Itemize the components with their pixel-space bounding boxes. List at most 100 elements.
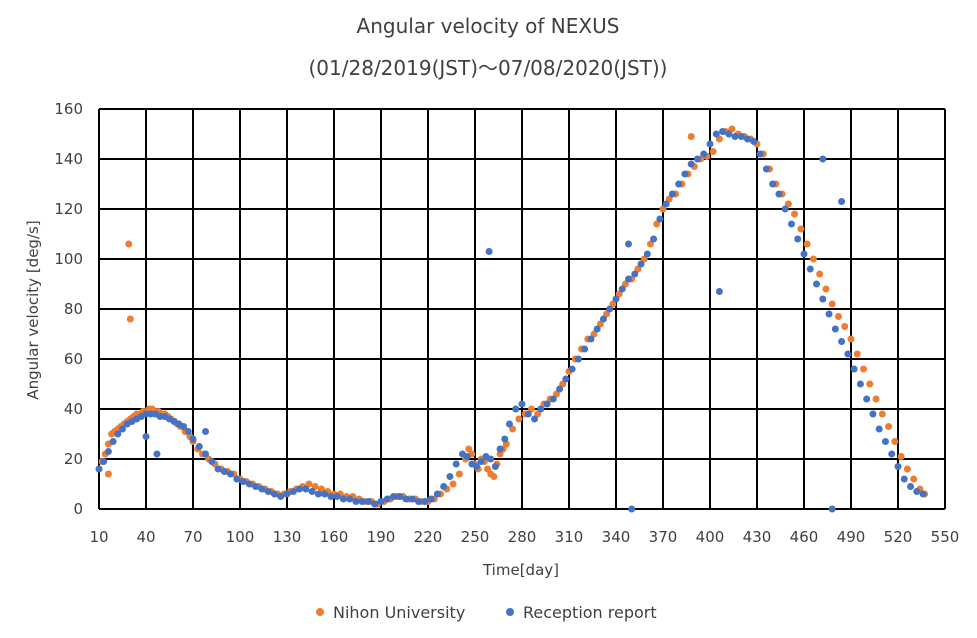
- reception-report-point: [296, 485, 304, 493]
- reception-report-point: [581, 345, 589, 353]
- y-tick-label: 60: [64, 350, 83, 368]
- reception-report-point: [794, 235, 802, 243]
- nihon-university-point: [784, 200, 792, 208]
- x-tick-label: 100: [226, 528, 255, 546]
- reception-report-point: [628, 505, 636, 513]
- legend-label-reception: Reception report: [523, 603, 657, 622]
- x-axis-label: Time[day]: [482, 561, 559, 579]
- nihon-university-point: [496, 450, 504, 458]
- reception-report-point: [364, 498, 372, 505]
- nihon-university-point: [853, 350, 861, 358]
- legend-label-nihon: Nihon University: [333, 603, 465, 622]
- x-tick-label: 10: [89, 528, 108, 546]
- reception-report-point: [109, 438, 117, 445]
- legend: Nihon University Reception report: [316, 603, 657, 622]
- reception-report-point: [813, 280, 821, 288]
- reception-report-point: [505, 420, 513, 428]
- reception-report-point: [715, 288, 723, 295]
- reception-report-point: [831, 325, 839, 333]
- reception-report-point: [314, 490, 322, 498]
- reception-report-point: [390, 493, 398, 500]
- reception-report-point: [452, 460, 460, 468]
- reception-report-point: [562, 375, 570, 383]
- reception-report-point: [762, 165, 770, 173]
- reception-report-point: [321, 490, 329, 498]
- reception-report-point: [543, 400, 551, 408]
- reception-report-point: [825, 310, 833, 318]
- reception-report-point: [202, 450, 210, 458]
- reception-report-point: [737, 133, 745, 140]
- reception-report-point: [189, 435, 197, 443]
- reception-report-point: [599, 315, 607, 323]
- x-tick-label: 490: [837, 528, 866, 546]
- reception-report-point: [875, 425, 883, 433]
- reception-report-point: [618, 285, 626, 293]
- reception-report-point: [625, 240, 633, 248]
- reception-report-point: [239, 478, 247, 485]
- nihon-university-point: [104, 470, 112, 478]
- reception-report-point: [383, 495, 391, 503]
- reception-report-point: [518, 400, 526, 408]
- y-tick-label: 140: [54, 150, 83, 168]
- nihon-university-point: [317, 485, 325, 493]
- reception-report-point: [625, 275, 633, 283]
- reception-report-point: [643, 250, 651, 258]
- nihon-university-point: [484, 465, 492, 473]
- reception-report-point: [119, 425, 126, 433]
- reception-report-point: [427, 495, 435, 503]
- reception-report-point: [202, 428, 210, 435]
- nihon-university-point: [885, 423, 893, 430]
- reception-report-point: [769, 180, 777, 188]
- reception-report-point: [537, 405, 545, 413]
- legend-marker-reception: [506, 608, 514, 616]
- reception-report-point: [142, 433, 150, 440]
- reception-report-point: [574, 355, 582, 363]
- y-tick-label: 0: [73, 500, 83, 518]
- reception-report-point: [549, 395, 557, 403]
- nihon-university-point: [687, 133, 695, 140]
- reception-report-point: [195, 443, 203, 450]
- reception-report-point: [744, 135, 752, 143]
- nihon-university-point: [527, 405, 535, 413]
- x-tick-label: 160: [320, 528, 349, 546]
- nihon-university-point: [653, 220, 661, 228]
- reception-report-point: [863, 395, 871, 403]
- reception-report-point: [650, 235, 658, 243]
- nihon-university-point: [891, 438, 899, 445]
- reception-report-point: [606, 305, 614, 313]
- nihon-university-point: [834, 313, 842, 320]
- nihon-university-point: [897, 453, 905, 460]
- reception-report-point: [806, 265, 814, 273]
- x-tick-label: 220: [414, 528, 443, 546]
- nihon-university-point: [615, 290, 623, 298]
- reception-report-point: [473, 463, 481, 470]
- nihon-university-point: [596, 320, 604, 328]
- reception-report-point: [402, 495, 410, 503]
- nihon-university-point: [465, 445, 473, 453]
- nihon-university-point: [640, 255, 648, 263]
- y-tick-label: 120: [54, 200, 83, 218]
- nihon-university-point: [822, 285, 830, 293]
- reception-report-point: [668, 190, 676, 198]
- y-axis-label: Angular velocity [deg/s]: [24, 220, 42, 399]
- reception-report-point: [491, 463, 499, 470]
- reception-report-point: [568, 365, 576, 373]
- reception-report-point: [675, 180, 683, 188]
- reception-report-point: [828, 505, 836, 513]
- x-tick-label: 550: [931, 528, 960, 546]
- reception-report-point: [252, 483, 260, 490]
- nihon-university-point: [715, 135, 723, 143]
- reception-report-point: [415, 498, 423, 505]
- nihon-university-point: [311, 483, 319, 490]
- reception-report-point: [787, 220, 795, 228]
- reception-report-point: [95, 465, 103, 473]
- y-tick-label: 100: [54, 250, 83, 268]
- x-tick-label: 460: [790, 528, 819, 546]
- reception-report-point: [512, 405, 520, 413]
- x-tick-label: 370: [649, 528, 678, 546]
- nihon-university-point: [552, 390, 560, 398]
- reception-report-point: [358, 498, 366, 505]
- nihon-university-point: [847, 335, 855, 343]
- legend-marker-nihon: [316, 608, 324, 616]
- reception-report-point: [184, 428, 192, 435]
